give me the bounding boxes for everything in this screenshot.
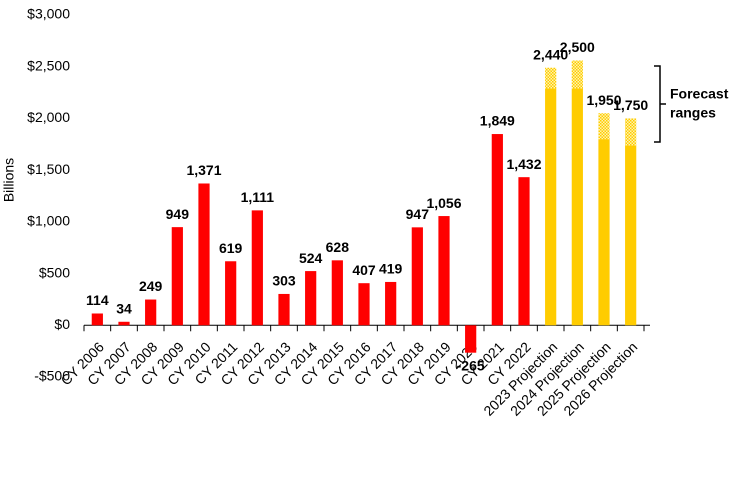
- value-label: -265: [457, 357, 485, 373]
- bar: [331, 260, 343, 326]
- annotation: ranges: [670, 105, 716, 121]
- value-label: 628: [326, 239, 350, 255]
- bar: [625, 145, 637, 326]
- bar: [465, 325, 477, 353]
- value-label: 947: [406, 206, 430, 222]
- y-tick-label: $500: [39, 264, 70, 280]
- value-label: 1,950: [586, 92, 621, 108]
- y-tick-label: $0: [54, 316, 70, 332]
- value-label: 1,432: [506, 156, 541, 172]
- value-label: 114: [86, 292, 109, 308]
- forecast-range: [545, 67, 557, 89]
- y-tick-label: $3,000: [27, 6, 70, 22]
- bar: [491, 134, 503, 326]
- bar: [198, 183, 210, 326]
- value-label: 249: [139, 278, 163, 294]
- bar: [118, 321, 130, 326]
- bar: [251, 210, 263, 326]
- bar: [438, 216, 450, 326]
- bar: [91, 313, 103, 326]
- value-label: 419: [379, 261, 403, 277]
- y-axis-label: Billions: [1, 158, 17, 202]
- bar: [358, 283, 370, 326]
- forecast-range: [598, 113, 610, 140]
- value-label: 524: [299, 250, 323, 266]
- bar: [411, 227, 423, 326]
- annotation: Forecast: [670, 86, 729, 102]
- y-tick-label: $2,000: [27, 109, 70, 125]
- forecast-range: [571, 60, 583, 89]
- y-tick-label: $1,000: [27, 213, 70, 229]
- value-label: 2,500: [560, 39, 595, 55]
- value-label: 407: [352, 262, 376, 278]
- bar: [278, 293, 290, 326]
- bar: [598, 139, 610, 326]
- forecast-range: [625, 118, 637, 146]
- value-label: 949: [166, 206, 190, 222]
- y-tick-label: -$500: [34, 368, 70, 384]
- value-label: 1,849: [480, 113, 515, 129]
- bar: [171, 227, 183, 326]
- bracket: [654, 65, 666, 143]
- value-label: 1,371: [186, 162, 221, 178]
- value-label: 619: [219, 240, 243, 256]
- value-label: 2,440: [533, 46, 568, 62]
- value-label: 1,750: [613, 97, 648, 113]
- bar: [305, 271, 317, 326]
- value-label: 303: [272, 273, 296, 289]
- y-tick-label: $2,500: [27, 57, 70, 73]
- y-tick-label: $1,500: [27, 161, 70, 177]
- bar: [145, 299, 157, 326]
- value-label: 1,056: [426, 195, 461, 211]
- value-label: 34: [116, 300, 132, 316]
- bar: [571, 88, 583, 326]
- value-label: 1,111: [241, 189, 275, 205]
- bar: [518, 177, 530, 326]
- bar: [385, 281, 397, 326]
- bar: [225, 261, 237, 326]
- bar: [545, 88, 557, 326]
